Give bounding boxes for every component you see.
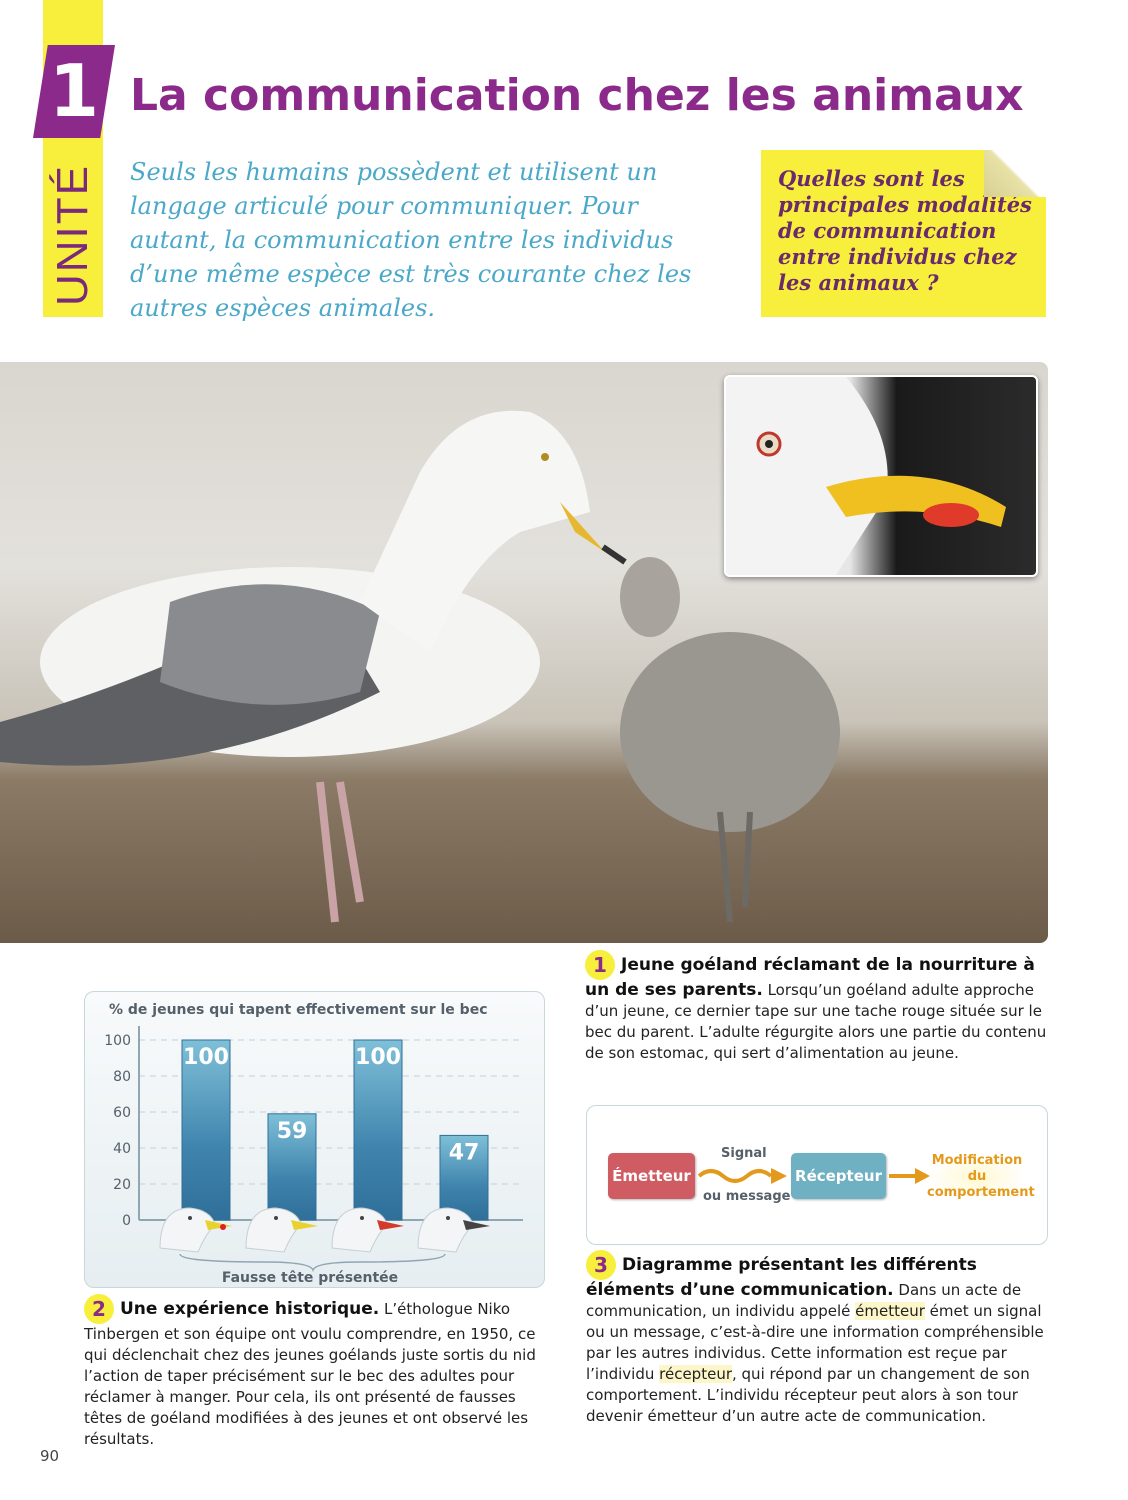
fake-beak xyxy=(205,1220,232,1230)
fake-beak xyxy=(291,1220,318,1230)
brace xyxy=(179,1253,446,1273)
term-receiver: récepteur xyxy=(659,1365,732,1383)
note-fold xyxy=(984,150,1046,197)
doc1-title: Jeune goéland réclamant de la nourriture… xyxy=(585,955,1035,1000)
bar-chart: % de jeunes qui tapent effectivement sur… xyxy=(84,991,545,1288)
y-tick-label: 20 xyxy=(113,1177,131,1193)
receiver-box: Récepteur xyxy=(791,1153,886,1199)
y-tick-label: 40 xyxy=(113,1141,131,1157)
bar xyxy=(353,1039,403,1221)
unit-label-text: UNITÉ xyxy=(48,164,97,306)
fake-gull-head xyxy=(417,1207,474,1253)
intro-text: Seuls les humains possèdent et utilisent… xyxy=(130,158,692,322)
page-title: La communication chez les animaux xyxy=(130,70,1024,121)
doc2-title: Une expérience historique. xyxy=(120,1299,380,1319)
y-tick-label: 60 xyxy=(113,1105,131,1121)
y-tick-label: 100 xyxy=(104,1033,131,1049)
unit-number-box xyxy=(33,45,115,138)
doc-number-badge: 2 xyxy=(84,1294,114,1324)
question-note: Quelles sont les principales modalités d… xyxy=(761,150,1046,317)
question-text: Quelles sont les principales modalités d… xyxy=(778,166,1032,295)
fake-eye xyxy=(274,1216,278,1220)
doc3-text: Dans un acte de communication, un indivi… xyxy=(586,1281,1022,1320)
bar-value-label: 47 xyxy=(449,1140,480,1165)
y-tick-label: 0 xyxy=(122,1213,131,1229)
doc1-caption: 1 Jeune goéland réclamant de la nourritur… xyxy=(585,950,1047,1064)
x-axis-label: Fausse tête présentée xyxy=(222,1270,398,1286)
bar xyxy=(267,1113,317,1221)
chart-svg: % de jeunes qui tapent effectivement sur… xyxy=(104,1002,523,1286)
fake-eye xyxy=(360,1216,364,1220)
y-tick-label: 80 xyxy=(113,1069,131,1085)
doc1-text: Lorsqu’un goéland adulte approche d’un j… xyxy=(585,981,1047,1062)
signal-wave-arrow xyxy=(697,1168,787,1184)
unit-number: 1 xyxy=(48,49,100,133)
red-spot xyxy=(220,1224,226,1230)
fake-eye xyxy=(446,1216,450,1220)
unit-label: UNITÉ xyxy=(43,160,103,310)
doc3-title: Diagramme présentant les différents élém… xyxy=(586,1255,977,1300)
emitter-box: Émetteur xyxy=(608,1153,695,1199)
doc2-caption: 2 Une expérience historique. L’éthologue … xyxy=(84,1294,546,1450)
fake-gull-head xyxy=(159,1207,216,1253)
term-emitter: émetteur xyxy=(855,1302,925,1320)
bar-value-label: 59 xyxy=(277,1119,308,1144)
bar-value-label: 100 xyxy=(183,1045,229,1070)
result-text: Modification du comportement xyxy=(927,1153,1035,1201)
signal-label: Signal xyxy=(721,1146,767,1161)
doc3-text: émet un signal ou un message, c’est-à-di… xyxy=(586,1302,1044,1383)
result-arrow xyxy=(889,1168,930,1184)
doc2-text: L’éthologue Niko Tinbergen et son équipe… xyxy=(84,1300,536,1448)
fake-eye xyxy=(188,1216,192,1220)
doc3-caption: 3 Diagramme présentant les différents élé… xyxy=(586,1250,1048,1427)
page-number: 90 xyxy=(40,1447,60,1465)
y-axis-label: % de jeunes qui tapent effectivement sur… xyxy=(109,1002,488,1018)
fake-gull-head xyxy=(331,1207,388,1253)
bar-value-label: 100 xyxy=(355,1045,401,1070)
message-label: ou message xyxy=(703,1189,791,1204)
gull-head-inset-photo xyxy=(724,375,1038,577)
doc-number-badge: 1 xyxy=(585,950,615,980)
fake-beak xyxy=(463,1220,490,1230)
fake-beak xyxy=(377,1220,404,1230)
bar xyxy=(181,1039,231,1221)
communication-diagram: Émetteur Signal ou message Récepteur Mod… xyxy=(586,1105,1048,1245)
doc-number-badge: 3 xyxy=(586,1250,616,1280)
doc3-text: , qui répond par un changement de son co… xyxy=(586,1365,1030,1425)
fake-gull-head xyxy=(245,1207,302,1253)
bar xyxy=(439,1134,489,1221)
